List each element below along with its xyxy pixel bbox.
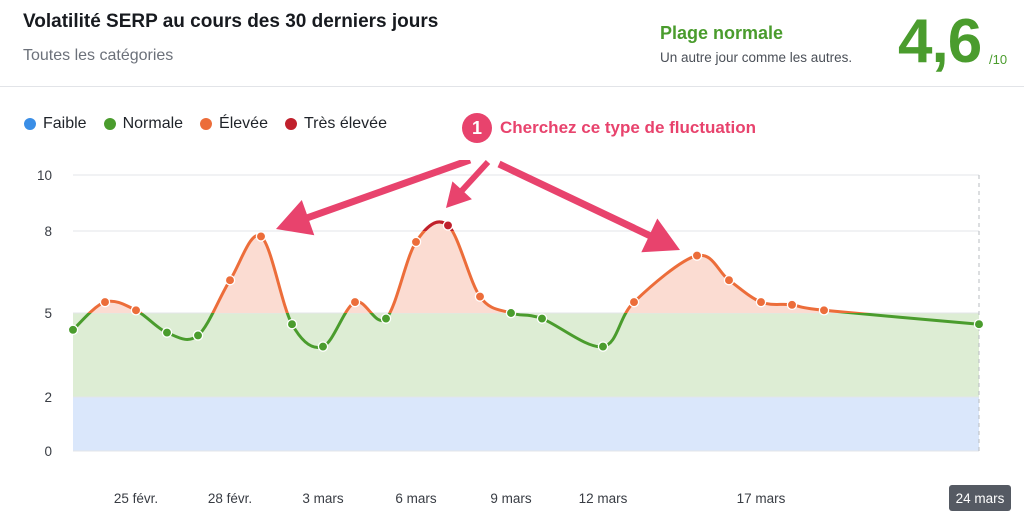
legend-dot-normale [103,118,116,130]
legend-item-elevee[interactable]: Élevée [200,115,268,133]
data-point [628,296,640,308]
legend-label-normale: Normale [122,115,184,132]
range-description: Un autre jour comme les autres. [660,50,853,65]
data-point [505,307,517,319]
range-label: Plage normale [660,23,784,43]
band-normale [73,313,979,397]
data-point [410,236,422,248]
data-point [192,330,204,341]
x-tick-label: 3 mars [302,491,344,506]
data-point [536,313,548,324]
y-tick-label: 5 [44,306,52,321]
data-point [755,296,767,308]
x-tick-label: 12 mars [579,491,628,506]
chart-title: Volatilité SERP au cours des 30 derniers… [23,11,439,32]
data-point [786,299,798,311]
x-tick-label: 17 mars [737,491,786,506]
data-point [474,291,486,302]
data-point [224,274,236,286]
annotation-callout: 1 Cherchez ce type de fluctuation [462,113,756,143]
y-tick-label: 10 [37,168,52,183]
data-point [67,324,79,336]
data-point [691,250,703,261]
last-date-label[interactable]: 24 mars [949,485,1011,511]
data-point [973,318,985,330]
legend-item-tres-elevee[interactable]: Très élevée [284,115,387,133]
legend-item-faible[interactable]: Faible [24,115,87,133]
data-point [380,313,392,324]
y-tick-label: 8 [44,224,52,239]
data-point [723,274,735,286]
legend-label-tres-elevee: Très élevée [303,115,387,132]
score-max: /10 [989,52,1008,67]
y-tick-label: 2 [44,390,52,405]
data-point [99,296,111,308]
legend-label-faible: Faible [43,115,87,132]
legend-item-normale[interactable]: Normale [103,115,184,133]
chart-legend: Faible Normale Élevée Très élevée [24,115,387,133]
y-tick-label: 0 [44,444,52,459]
callout-text: Cherchez ce type de fluctuation [500,118,756,137]
legend-dot-tres-elevee [284,118,297,130]
data-point [161,327,173,338]
volatility-chart: 0 2 5 8 10 25 févr. 28 févr. 3 mars 6 mars 9 mar… [37,160,985,506]
legend-dot-elevee [200,118,213,130]
series-line-tres-elevee [422,220,454,231]
data-point [255,231,267,242]
data-point [818,305,830,316]
category-filter[interactable]: Toutes les catégories [23,47,174,64]
data-point [317,341,329,352]
data-point [130,305,142,316]
data-point [349,296,361,308]
callout-number-badge: 1 [462,113,492,143]
x-tick-label: 28 févr. [208,491,252,506]
arrow-to-peak-1 [276,160,472,236]
data-point [286,318,298,330]
x-tick-label: 9 mars [490,491,532,506]
arrow-to-peak-2 [446,160,491,208]
legend-label-elevee: Élevée [219,115,268,132]
x-tick-label: 25 févr. [114,491,158,506]
volatility-score: 4,6 [898,7,982,76]
band-faible [73,397,979,451]
legend-dot-faible [24,118,36,130]
data-point [442,220,454,231]
arrow-to-peak-3 [497,160,680,253]
chart-header: Volatilité SERP au cours des 30 derniers… [0,0,1024,87]
elevated-area [73,221,979,313]
x-tick-label: 6 mars [395,491,437,506]
data-point [597,341,609,352]
